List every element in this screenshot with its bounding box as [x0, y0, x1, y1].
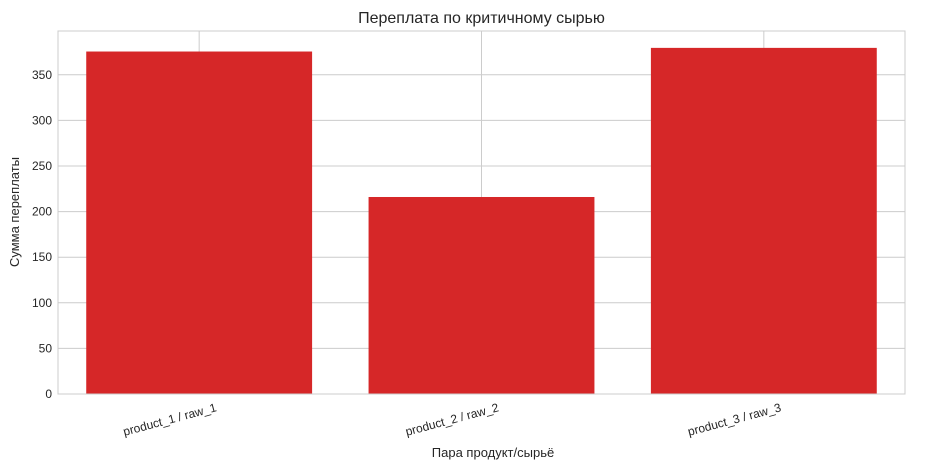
x-tick-labels: product_1 / raw_1 product_2 / raw_2 produc…: [122, 400, 783, 438]
y-tick-label: 200: [32, 205, 52, 219]
x-tick-label: product_3 / raw_3: [686, 400, 783, 438]
plot-frame: [57, 30, 906, 395]
x-tick-label: product_2 / raw_2: [404, 400, 501, 438]
bars-layer: [86, 47, 877, 395]
y-tick-label: 350: [32, 68, 52, 82]
y-tick-label: 250: [32, 159, 52, 173]
y-tick-labels: 0 50 100 150 200 250 300 350: [32, 68, 52, 401]
y-tick-label: 150: [32, 250, 52, 264]
bar: [368, 196, 595, 394]
chart-title: Переплата по критичному сырью: [358, 10, 605, 27]
x-axis-label: Пара продукт/сырьё: [432, 445, 554, 460]
y-axis-label: Сумма переплаты: [7, 157, 22, 267]
y-tick-label: 0: [45, 387, 52, 401]
y-tick-label: 100: [32, 296, 52, 310]
y-tick-label: 300: [32, 113, 52, 127]
x-tick-label: product_1 / raw_1: [122, 400, 219, 438]
bar: [86, 51, 313, 394]
y-tick-label: 50: [39, 341, 53, 355]
bar: [650, 47, 877, 395]
